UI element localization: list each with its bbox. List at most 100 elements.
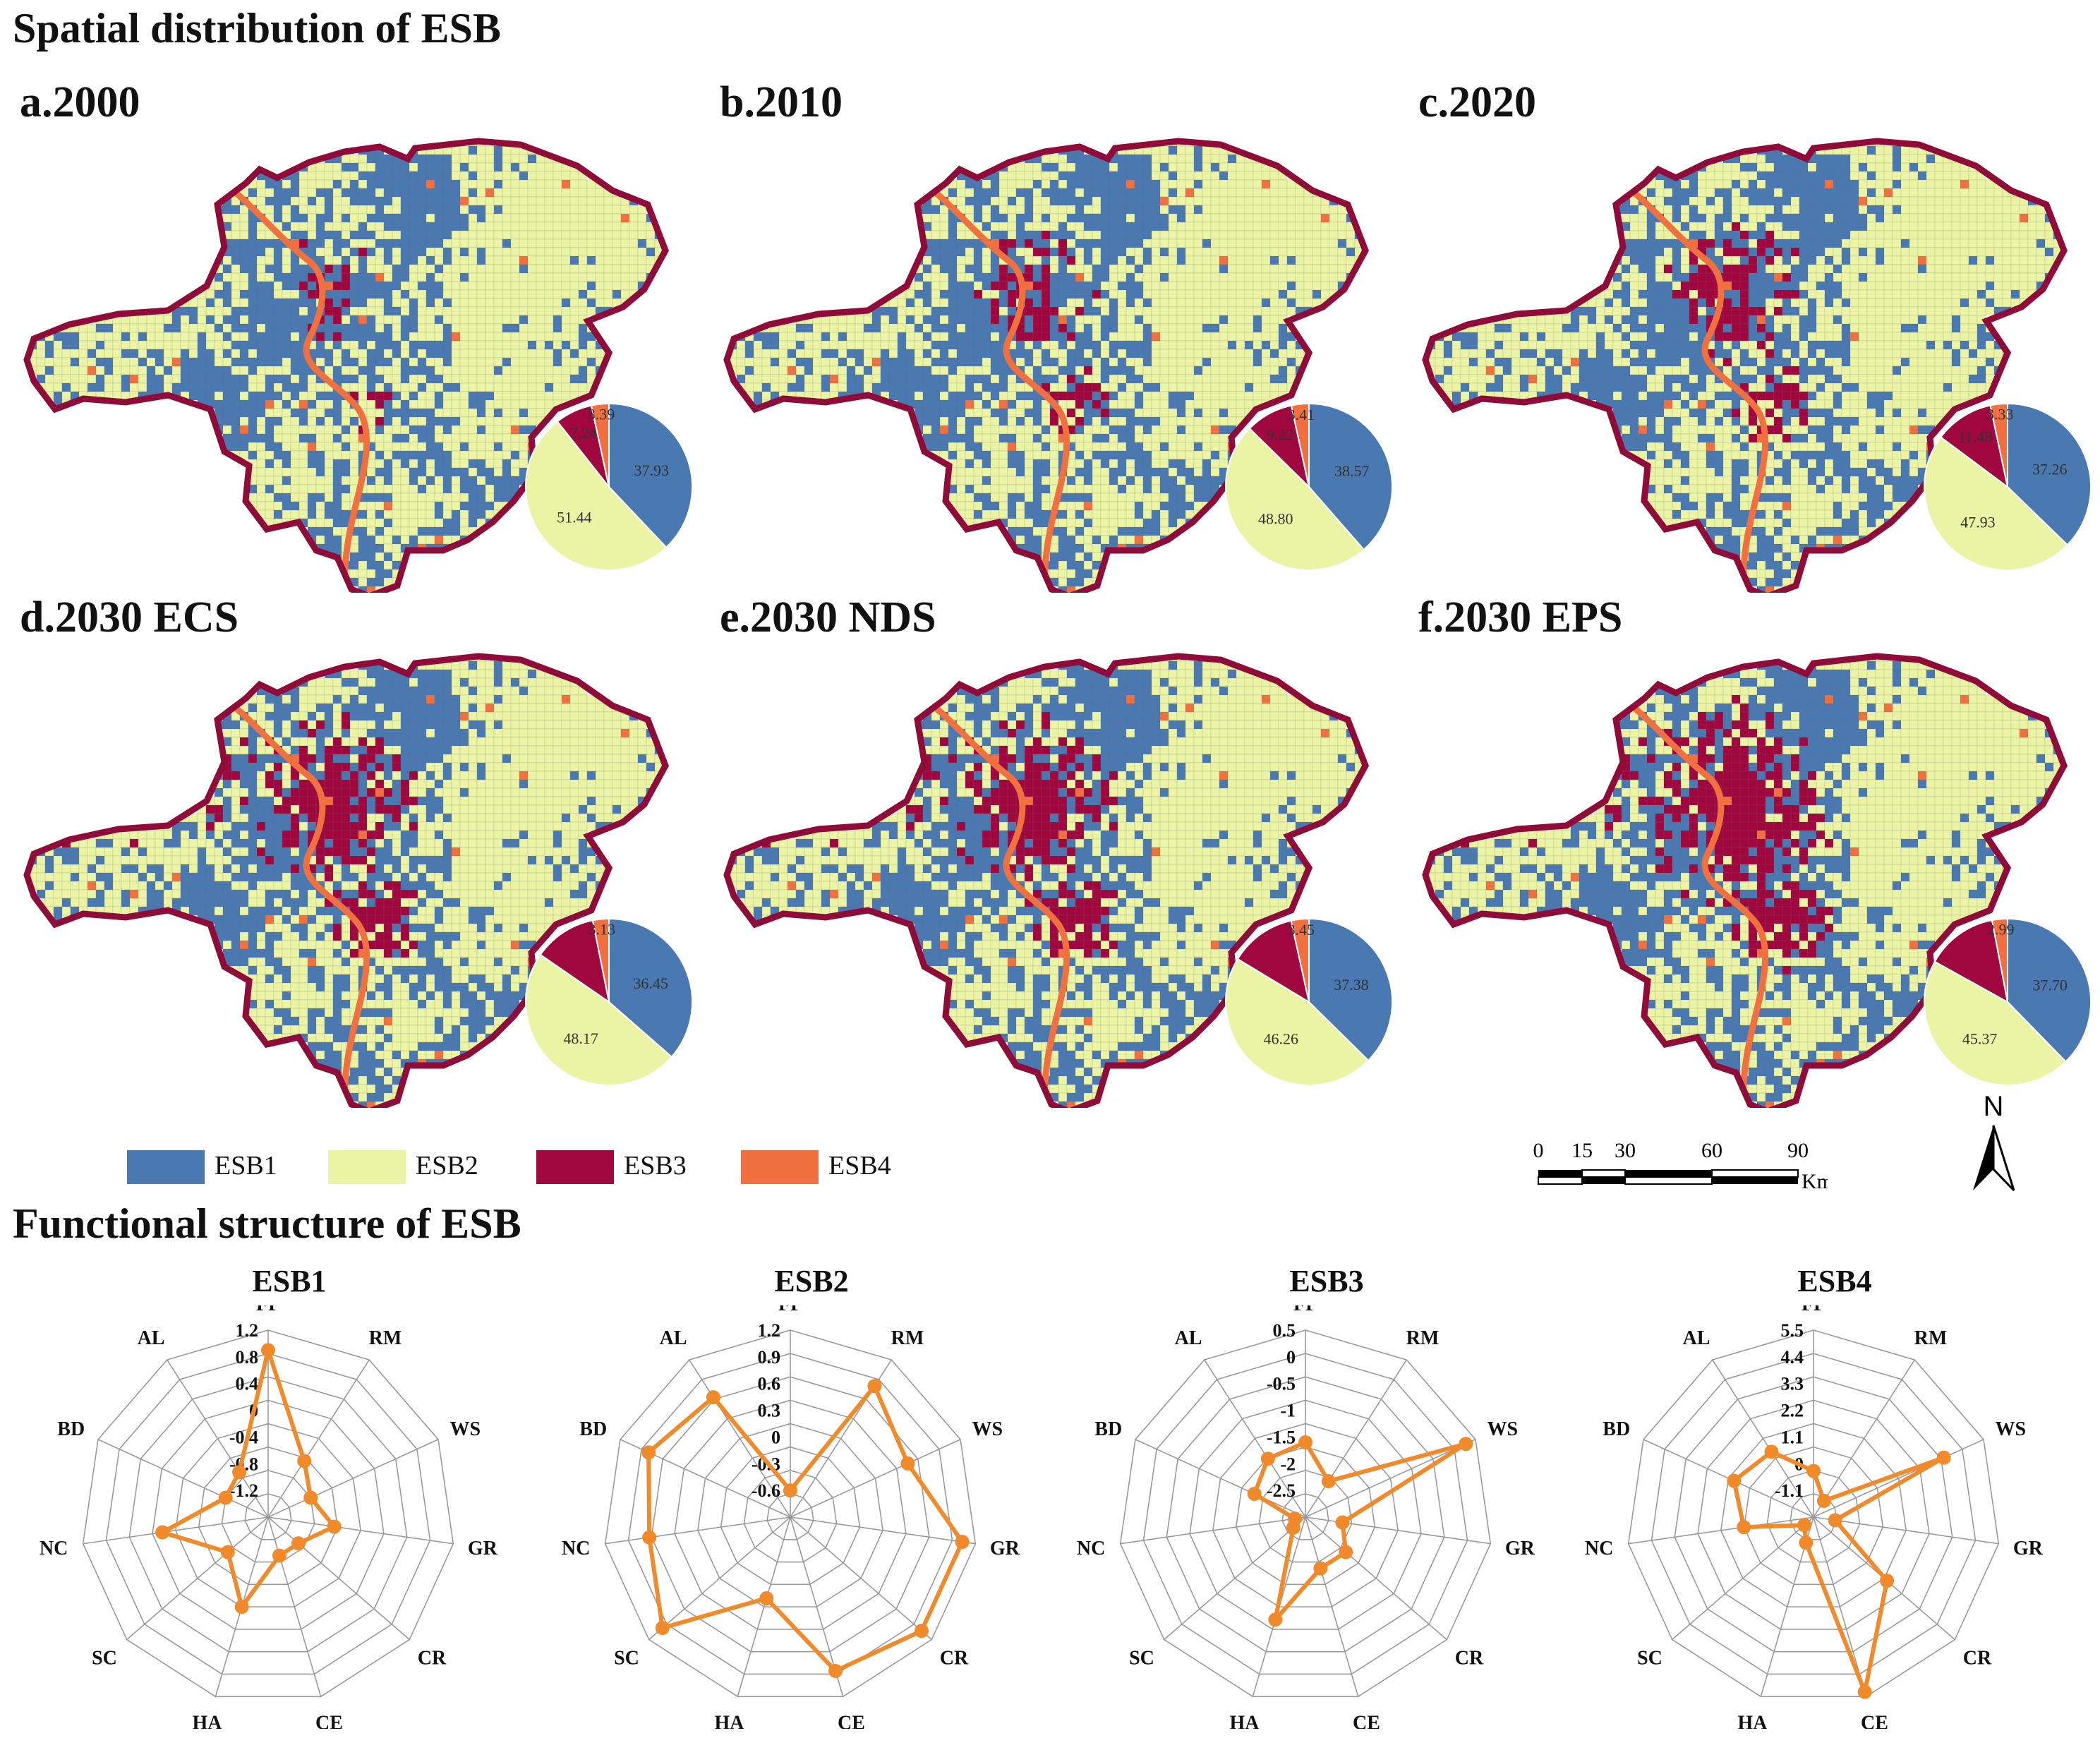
map-cell bbox=[493, 213, 503, 223]
map-cell bbox=[1219, 179, 1229, 189]
map-cell bbox=[104, 323, 114, 333]
map-cell bbox=[1193, 272, 1203, 282]
map-cell bbox=[1151, 298, 1161, 308]
map-cell bbox=[265, 450, 274, 460]
map-cell bbox=[1993, 188, 2003, 198]
map-cell bbox=[629, 239, 639, 248]
map-cell bbox=[761, 382, 771, 392]
map-cell bbox=[931, 340, 941, 350]
map-cell bbox=[2044, 239, 2054, 248]
map-cell bbox=[821, 357, 831, 367]
map-cell bbox=[400, 315, 410, 325]
map-cell bbox=[1269, 306, 1279, 316]
map-cell bbox=[2010, 213, 2020, 223]
map-cell bbox=[2019, 222, 2029, 231]
map-cell bbox=[129, 332, 139, 342]
map-cell bbox=[1722, 171, 1732, 181]
map-cell bbox=[1176, 222, 1186, 231]
map-cell bbox=[315, 433, 325, 443]
map-cell bbox=[315, 501, 325, 511]
map-cell bbox=[1032, 162, 1042, 172]
map-cell bbox=[1748, 179, 1758, 189]
map-cell bbox=[1032, 196, 1042, 206]
map-cell bbox=[1261, 264, 1271, 274]
map-cell bbox=[1151, 247, 1161, 257]
map-cell bbox=[1109, 196, 1118, 206]
map-cell bbox=[265, 247, 274, 257]
map-cell bbox=[527, 196, 537, 206]
map-cell bbox=[307, 433, 317, 443]
map-cell bbox=[324, 391, 334, 401]
map-cell bbox=[1024, 467, 1034, 477]
map-cell bbox=[1816, 222, 1826, 231]
map-cell bbox=[366, 306, 376, 316]
map-cell bbox=[417, 340, 427, 350]
map-cell bbox=[1892, 162, 1902, 172]
map-cell bbox=[1109, 450, 1118, 460]
map-cell bbox=[70, 332, 80, 342]
map-cell bbox=[1210, 425, 1220, 435]
map-cell bbox=[341, 459, 351, 469]
map-cell bbox=[510, 205, 520, 215]
map-cell bbox=[1007, 391, 1017, 401]
map-cell bbox=[121, 349, 131, 358]
map-cell bbox=[561, 315, 571, 325]
map-cell bbox=[197, 315, 207, 325]
map-cell bbox=[1083, 315, 1093, 325]
map-cell bbox=[1092, 493, 1102, 502]
map-cell bbox=[493, 467, 503, 477]
map-cell bbox=[332, 399, 342, 409]
map-cell bbox=[795, 349, 805, 358]
map-cell bbox=[1134, 399, 1144, 409]
map-cell bbox=[1041, 442, 1051, 452]
map-cell bbox=[956, 459, 966, 469]
map-cell bbox=[1100, 281, 1110, 291]
map-cell bbox=[358, 239, 368, 248]
map-cell bbox=[536, 408, 545, 418]
map-cell bbox=[956, 484, 966, 494]
map-cell bbox=[812, 357, 822, 367]
map-cell bbox=[956, 323, 966, 333]
map-cell bbox=[1066, 577, 1076, 587]
map-cell bbox=[476, 391, 486, 401]
map-cell bbox=[948, 222, 958, 231]
map-cell bbox=[442, 518, 452, 528]
map-cell bbox=[956, 230, 966, 240]
map-cell bbox=[1058, 239, 1068, 248]
map-cell bbox=[1219, 357, 1229, 367]
map-cell bbox=[1244, 188, 1254, 198]
map-cell bbox=[282, 366, 291, 375]
map-cell bbox=[519, 272, 529, 282]
map-cell bbox=[349, 332, 359, 342]
map-cell bbox=[1799, 230, 1809, 240]
map-cell bbox=[1816, 162, 1826, 172]
map-cell bbox=[366, 315, 376, 325]
map-cell bbox=[282, 450, 291, 460]
map-cell bbox=[1244, 171, 1254, 181]
map-cell bbox=[349, 374, 359, 384]
map-cell bbox=[1049, 188, 1059, 198]
map-cell bbox=[434, 366, 444, 375]
map-cell bbox=[392, 476, 402, 485]
map-cell bbox=[1134, 222, 1144, 231]
map-cell bbox=[1126, 188, 1135, 198]
map-cell bbox=[1041, 289, 1051, 299]
map-cell bbox=[434, 357, 444, 367]
map-cell bbox=[409, 272, 418, 282]
map-cell bbox=[1159, 179, 1169, 189]
map-cell bbox=[1007, 476, 1017, 485]
map-cell bbox=[290, 391, 300, 401]
map-cell bbox=[1134, 425, 1144, 435]
map-cell bbox=[510, 399, 520, 409]
map-cell bbox=[417, 205, 427, 215]
map-cell bbox=[265, 433, 274, 443]
map-cell bbox=[1159, 145, 1169, 155]
map-cell bbox=[383, 543, 393, 553]
map-cell bbox=[459, 408, 469, 418]
map-cell bbox=[239, 416, 249, 426]
map-cell bbox=[349, 315, 359, 325]
map-cell bbox=[982, 281, 991, 291]
map-cell bbox=[265, 323, 274, 333]
map-cell bbox=[1024, 332, 1034, 342]
map-cell bbox=[838, 349, 847, 358]
